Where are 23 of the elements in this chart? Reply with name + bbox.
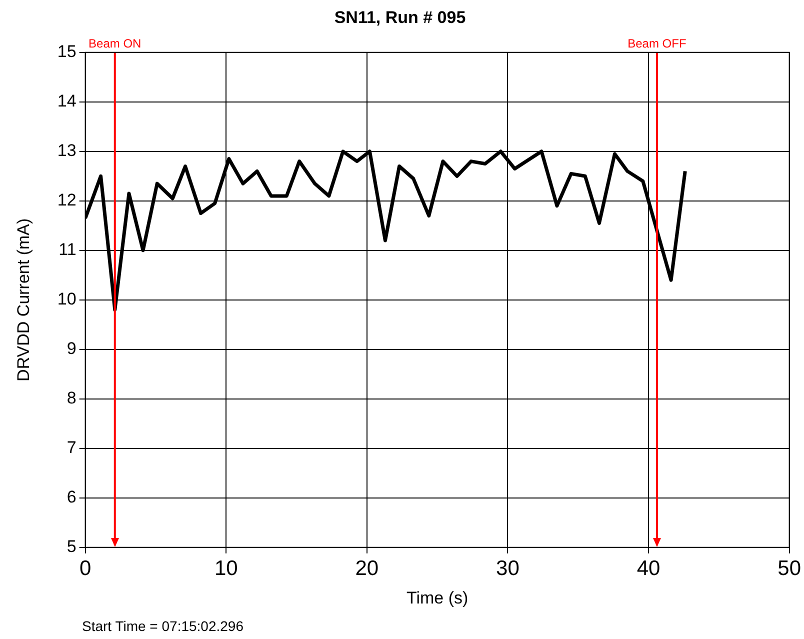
y-tick-label: 9 — [66, 339, 76, 358]
y-tick-label: 13 — [57, 141, 76, 160]
x-tick-label: 10 — [214, 556, 238, 580]
x-tick-label: 20 — [355, 556, 379, 580]
y-tick-label: 8 — [66, 388, 76, 408]
x-tick-label: 40 — [636, 556, 660, 580]
y-tick-label: 6 — [66, 488, 76, 507]
x-tick-label: 0 — [79, 556, 92, 580]
x-tick-label: 50 — [778, 556, 801, 580]
ref-line-label: Beam ON — [88, 36, 142, 51]
x-tick-label: 30 — [496, 556, 520, 580]
y-tick-label: 7 — [66, 438, 76, 458]
text: Start Time = 07:15:02.296 — [82, 618, 244, 634]
y-axis-title: DRVDD Current (mA) — [14, 218, 33, 382]
y-tick-label: 14 — [57, 92, 76, 111]
y-tick-label: 10 — [57, 290, 76, 309]
y-tick-label: 11 — [58, 240, 76, 260]
y-tick-label: 12 — [57, 190, 76, 210]
ref-line-label: Beam OFF — [628, 36, 686, 51]
x-axis-title: Time (s) — [406, 588, 468, 608]
y-tick-label: 15 — [57, 42, 76, 62]
chart-title: SN11, Run # 095 — [334, 8, 466, 27]
y-tick-label: 5 — [66, 537, 76, 556]
